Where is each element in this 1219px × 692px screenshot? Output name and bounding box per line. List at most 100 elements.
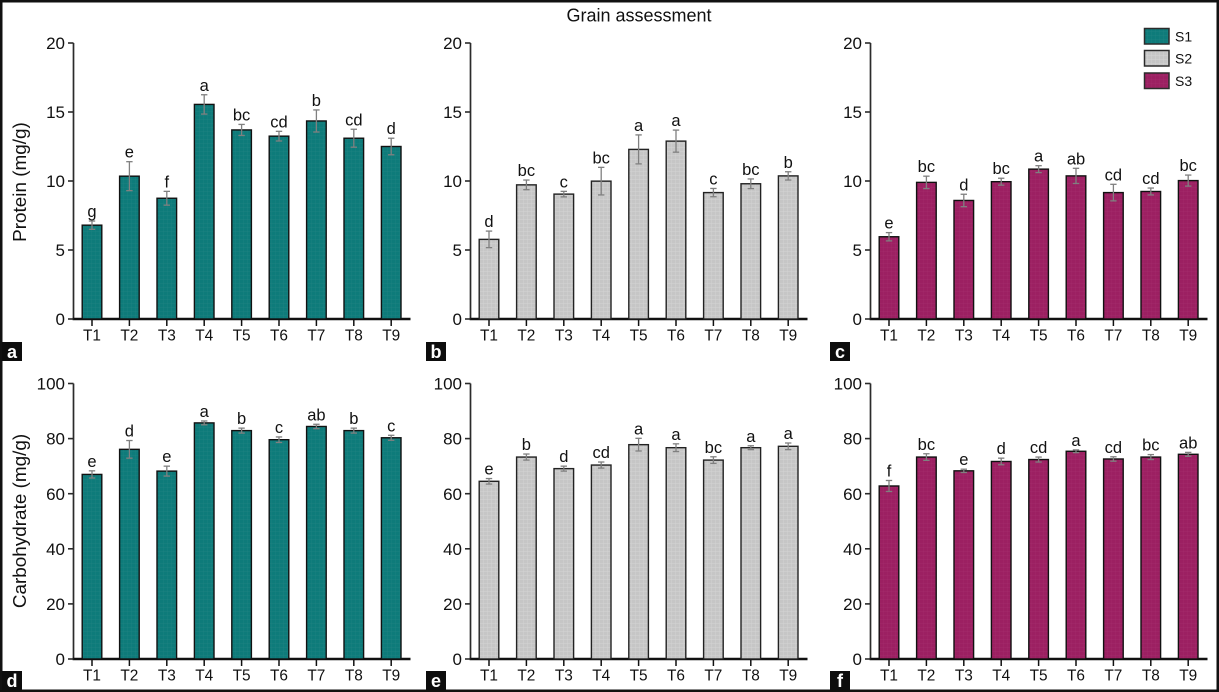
svg-text:20: 20 (843, 595, 862, 614)
svg-text:40: 40 (46, 540, 65, 559)
svg-text:T1: T1 (480, 328, 498, 345)
svg-text:T2: T2 (917, 328, 935, 345)
svg-text:T9: T9 (382, 328, 400, 345)
svg-text:b: b (349, 410, 358, 428)
svg-text:T5: T5 (1030, 668, 1048, 685)
svg-text:T7: T7 (704, 668, 722, 685)
svg-text:T6: T6 (1067, 668, 1085, 685)
svg-text:0: 0 (853, 310, 862, 329)
svg-text:b: b (312, 92, 321, 110)
svg-text:T3: T3 (955, 668, 973, 685)
svg-text:T4: T4 (592, 328, 610, 345)
svg-text:T8: T8 (742, 328, 760, 345)
svg-text:a: a (7, 342, 18, 362)
svg-text:5: 5 (453, 241, 462, 260)
svg-text:bc: bc (918, 436, 935, 454)
svg-text:10: 10 (46, 172, 65, 191)
svg-text:b: b (784, 154, 793, 172)
svg-text:T5: T5 (233, 668, 251, 685)
svg-text:15: 15 (443, 103, 462, 122)
svg-text:15: 15 (46, 103, 65, 122)
svg-text:T1: T1 (83, 328, 101, 345)
svg-text:T8: T8 (742, 668, 760, 685)
svg-text:ab: ab (1179, 434, 1197, 452)
svg-text:60: 60 (46, 485, 65, 504)
svg-text:40: 40 (843, 540, 862, 559)
svg-text:e: e (125, 144, 134, 162)
svg-text:T4: T4 (592, 668, 610, 685)
svg-text:100: 100 (834, 375, 862, 394)
svg-text:60: 60 (843, 485, 862, 504)
svg-text:20: 20 (443, 34, 462, 53)
svg-text:b: b (522, 436, 531, 454)
svg-text:T5: T5 (233, 328, 251, 345)
svg-text:T2: T2 (120, 328, 138, 345)
svg-text:0: 0 (56, 310, 65, 329)
svg-text:bc: bc (705, 439, 722, 457)
svg-text:80: 80 (443, 430, 462, 449)
svg-text:100: 100 (434, 375, 462, 394)
svg-text:cd: cd (1142, 170, 1159, 188)
svg-text:e: e (484, 461, 493, 479)
svg-text:T9: T9 (779, 668, 797, 685)
svg-text:T7: T7 (1104, 328, 1122, 345)
svg-text:bc: bc (992, 160, 1009, 178)
svg-text:T5: T5 (1030, 328, 1048, 345)
svg-text:S1: S1 (1175, 28, 1192, 44)
svg-text:e: e (884, 215, 893, 233)
svg-text:T8: T8 (1142, 328, 1160, 345)
svg-text:a: a (671, 426, 681, 444)
svg-text:a: a (200, 403, 210, 421)
svg-text:T2: T2 (120, 668, 138, 685)
svg-text:S2: S2 (1175, 50, 1192, 66)
svg-text:bc: bc (233, 106, 250, 124)
svg-text:bc: bc (1179, 157, 1196, 175)
svg-text:d: d (484, 213, 493, 231)
svg-text:T1: T1 (83, 668, 101, 685)
svg-text:T1: T1 (880, 668, 898, 685)
svg-text:f: f (887, 462, 892, 480)
svg-text:T1: T1 (480, 668, 498, 685)
svg-text:80: 80 (843, 430, 862, 449)
svg-text:T7: T7 (704, 328, 722, 345)
svg-text:T6: T6 (270, 328, 288, 345)
svg-text:T7: T7 (307, 328, 325, 345)
svg-text:T2: T2 (517, 668, 535, 685)
svg-text:c: c (387, 417, 395, 435)
svg-text:b: b (237, 410, 246, 428)
svg-text:a: a (784, 425, 794, 443)
svg-text:0: 0 (853, 650, 862, 669)
svg-text:T4: T4 (992, 328, 1010, 345)
svg-text:d: d (959, 176, 968, 194)
svg-text:T3: T3 (555, 328, 573, 345)
svg-text:T3: T3 (555, 668, 573, 685)
svg-text:e: e (959, 451, 968, 469)
svg-text:a: a (746, 428, 756, 446)
svg-text:T3: T3 (158, 668, 176, 685)
svg-text:a: a (634, 117, 644, 135)
svg-text:T2: T2 (517, 328, 535, 345)
svg-text:d: d (125, 423, 134, 441)
svg-text:100: 100 (37, 375, 65, 394)
svg-text:40: 40 (443, 540, 462, 559)
svg-text:20: 20 (443, 595, 462, 614)
svg-text:Protein (mg/g): Protein (mg/g) (10, 122, 31, 242)
svg-text:T8: T8 (345, 668, 363, 685)
svg-text:a: a (200, 77, 210, 95)
svg-text:T5: T5 (630, 668, 648, 685)
svg-text:T9: T9 (779, 328, 797, 345)
svg-text:Grain assessment: Grain assessment (566, 6, 711, 26)
svg-text:80: 80 (46, 430, 65, 449)
svg-text:S3: S3 (1175, 73, 1192, 89)
svg-text:5: 5 (853, 241, 862, 260)
svg-text:e: e (431, 671, 441, 691)
svg-text:e: e (87, 453, 96, 471)
svg-text:T6: T6 (667, 328, 685, 345)
svg-text:b: b (431, 342, 442, 362)
svg-text:d: d (387, 120, 396, 138)
svg-text:T6: T6 (667, 668, 685, 685)
svg-text:cd: cd (1105, 166, 1122, 184)
svg-text:bc: bc (518, 162, 535, 180)
svg-text:bc: bc (742, 161, 759, 179)
svg-text:f: f (165, 173, 170, 191)
